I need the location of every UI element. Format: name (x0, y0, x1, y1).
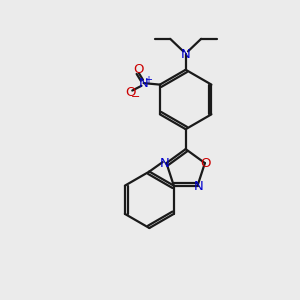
Text: N: N (160, 157, 170, 170)
Text: O: O (125, 86, 136, 99)
Text: +: + (144, 75, 152, 85)
Text: O: O (133, 63, 143, 76)
Text: −: − (131, 92, 140, 102)
Text: N: N (194, 180, 204, 193)
Text: N: N (181, 48, 190, 61)
Text: O: O (200, 157, 211, 169)
Text: N: N (139, 76, 148, 90)
